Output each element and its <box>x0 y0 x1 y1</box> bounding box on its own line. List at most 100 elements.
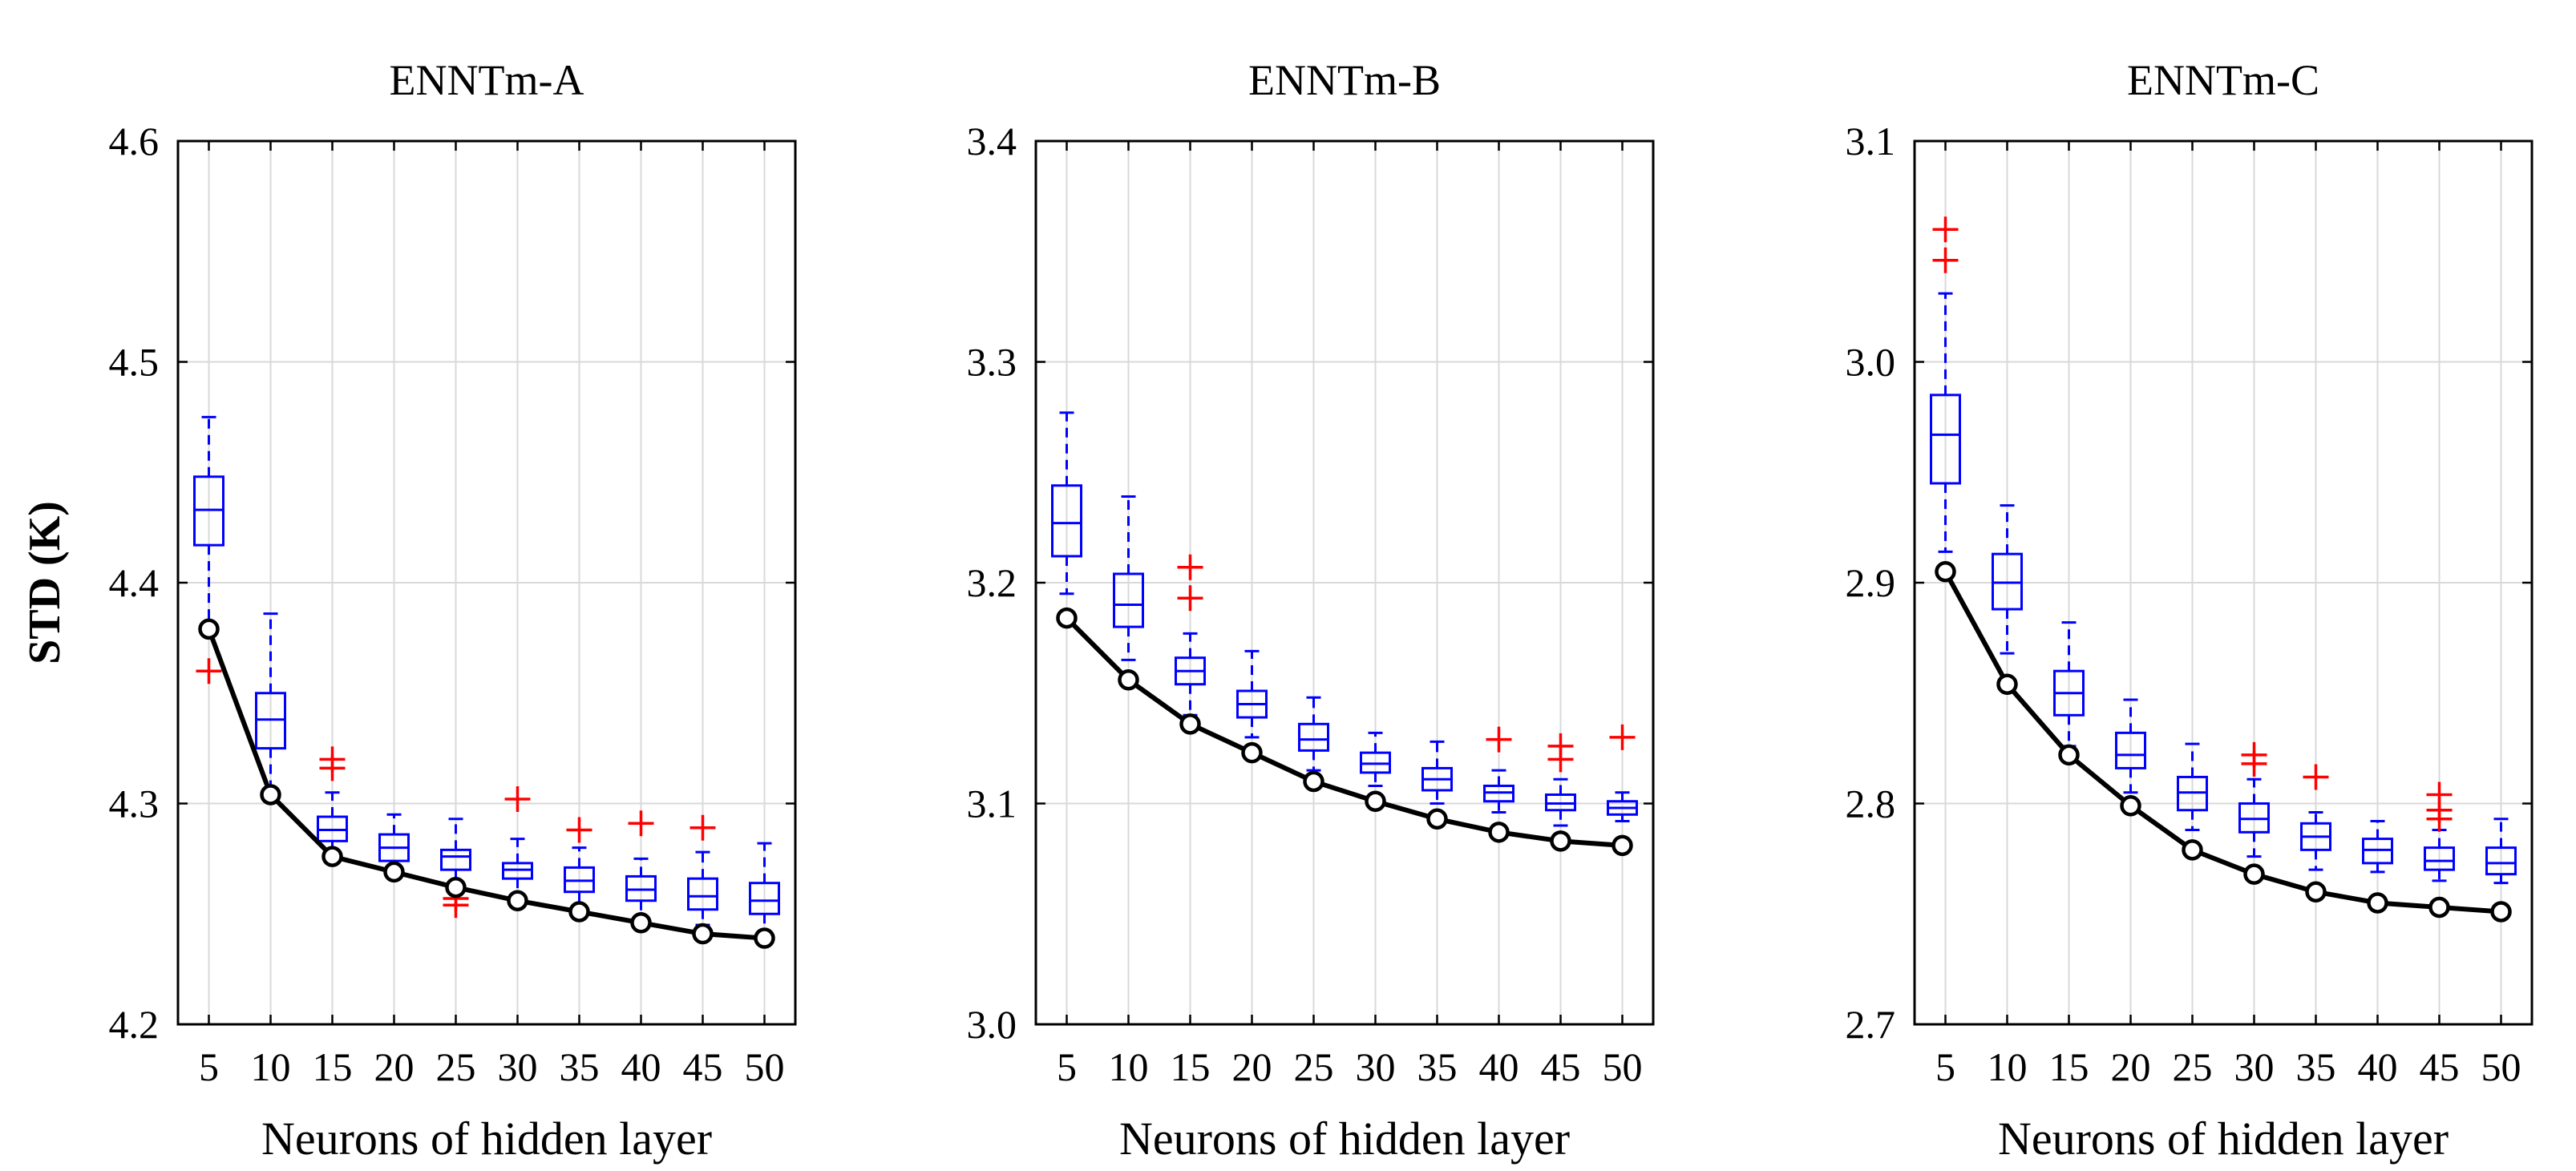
y-tick-label: 2.9 <box>1846 560 1896 605</box>
x-tick-label: 35 <box>560 1044 600 1089</box>
x-tick-label: 15 <box>1171 1044 1211 1089</box>
x-tick-label: 50 <box>745 1044 785 1089</box>
boxplot-40 <box>2362 820 2393 874</box>
x-tick-label: 45 <box>2420 1044 2460 1089</box>
boxplot-45 <box>1545 733 1576 827</box>
x-axis-label: Neurons of hidden layer <box>261 1112 712 1165</box>
x-tick-label: 50 <box>1603 1044 1643 1089</box>
box-iqr <box>2115 731 2146 769</box>
boxplot-45 <box>687 814 718 927</box>
series-line <box>1065 616 1623 848</box>
y-tick-label: 4.6 <box>109 119 160 164</box>
outlier-marker <box>1177 554 1203 580</box>
y-tick-label: 3.0 <box>1846 340 1896 385</box>
outlier-marker <box>1932 247 1959 273</box>
box-iqr <box>440 848 471 871</box>
boxplot-5 <box>1930 216 1961 553</box>
chart-title: ENNTm-B <box>1248 56 1441 104</box>
outlier-marker <box>1609 724 1636 750</box>
box-iqr <box>2424 846 2455 871</box>
outlier-marker <box>319 746 346 773</box>
outlier-marker <box>566 817 592 843</box>
outlier-marker <box>1547 733 1574 759</box>
y-tick-label: 3.2 <box>967 560 1017 605</box>
y-tick-label: 3.3 <box>967 340 1017 385</box>
x-tick-label: 5 <box>1057 1044 1077 1089</box>
series-point <box>2428 896 2450 919</box>
y-tick-label: 4.5 <box>109 340 160 385</box>
x-tick-label: 10 <box>251 1044 291 1089</box>
series-point <box>2490 901 2512 923</box>
series-point <box>754 927 775 949</box>
series-point <box>321 846 343 867</box>
boxplot-30 <box>2238 741 2270 858</box>
x-tick-label: 30 <box>2234 1044 2275 1089</box>
boxplot-35 <box>564 817 595 909</box>
series-point <box>198 618 220 640</box>
series-point <box>445 876 467 898</box>
boxplot-15 <box>1175 554 1206 717</box>
series-point <box>507 890 528 911</box>
y-tick-label: 2.8 <box>1846 781 1896 826</box>
series-point <box>1488 822 1510 843</box>
series-point <box>1056 607 1078 629</box>
series-point <box>1179 713 1201 735</box>
series-point <box>2120 795 2141 817</box>
series-point <box>1118 668 1139 691</box>
outlier-marker <box>628 810 654 837</box>
boxplot-5 <box>1051 411 1082 596</box>
box-iqr <box>749 882 780 915</box>
boxplot-25 <box>440 818 471 919</box>
boxplot-45 <box>2424 781 2455 882</box>
boxplot-20 <box>1236 649 1268 739</box>
x-tick-label: 25 <box>436 1044 476 1089</box>
box-iqr <box>1298 722 1329 752</box>
x-tick-label: 20 <box>1232 1044 1272 1089</box>
box-iqr <box>2485 846 2517 876</box>
y-tick-label: 3.0 <box>967 1002 1017 1047</box>
outlier-marker <box>1932 216 1959 243</box>
x-tick-label: 10 <box>1988 1044 2028 1089</box>
series-point <box>1996 673 2018 695</box>
x-tick-label: 25 <box>2173 1044 2213 1089</box>
box-iqr <box>687 877 718 911</box>
chart-panel-1: 5 10 15 20 25 30 35 40 45 50 4.2 4.3 4.4 4.5 4.6 ENNTm-… <box>20 56 797 1165</box>
series-point <box>1303 770 1324 793</box>
series-point <box>630 912 652 934</box>
boxplot-40 <box>1483 726 1514 814</box>
y-tick-label: 4.2 <box>109 1002 160 1047</box>
boxplot-25 <box>1298 696 1329 772</box>
boxplot-35 <box>2300 764 2331 871</box>
series-point <box>1241 741 1263 764</box>
chart-panel-3: 5 10 15 20 25 30 35 40 45 50 2.7 2.8 2.9 3.0 3.1 ENNTm-… <box>1846 56 2534 1165</box>
outlier-marker <box>196 658 222 684</box>
boxplot-40 <box>625 810 657 927</box>
x-tick-label: 15 <box>2049 1044 2089 1089</box>
series-point <box>2182 839 2203 861</box>
series-point <box>1550 830 1571 852</box>
series-point <box>2367 892 2388 914</box>
y-tick-label: 3.4 <box>967 119 1017 164</box>
chart-title: ENNTm-A <box>390 56 584 104</box>
x-tick-label: 30 <box>498 1044 538 1089</box>
outlier-marker <box>2303 764 2329 790</box>
series-point <box>1426 808 1448 830</box>
outlier-marker <box>2426 781 2453 808</box>
series-point <box>2058 744 2080 766</box>
series-line <box>1943 570 2501 915</box>
x-tick-label: 20 <box>2111 1044 2151 1089</box>
boxplot-10 <box>1113 495 1144 661</box>
chart-panel-2: 5 10 15 20 25 30 35 40 45 50 3.0 3.1 3.2 3.3 3.4 ENNTm-… <box>967 56 1655 1165</box>
y-tick-label: 3.1 <box>1846 119 1896 164</box>
boxplot-25 <box>2177 742 2208 832</box>
boxplot-50 <box>1607 724 1638 823</box>
box-iqr <box>1113 572 1144 628</box>
series-point <box>2305 881 2327 902</box>
series-point <box>1612 834 1633 857</box>
x-tick-label: 25 <box>1294 1044 1334 1089</box>
x-axis-label: Neurons of hidden layer <box>1998 1112 2449 1165</box>
outlier-marker <box>1177 585 1203 612</box>
x-tick-label: 5 <box>199 1044 219 1089</box>
x-axis-label: Neurons of hidden layer <box>1119 1112 1570 1165</box>
x-tick-label: 35 <box>2296 1044 2336 1089</box>
